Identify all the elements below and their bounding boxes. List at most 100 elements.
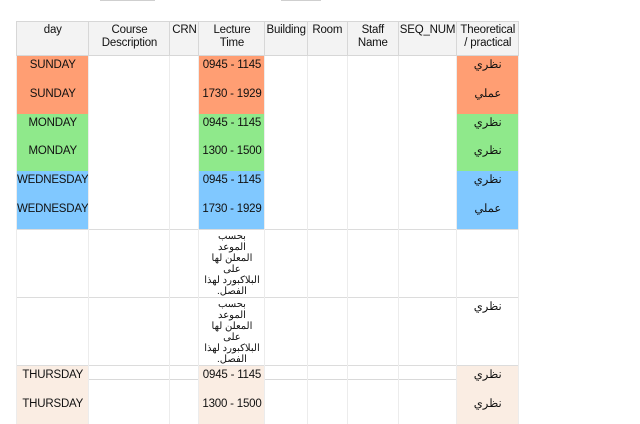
cell-course-description	[89, 171, 170, 200]
cell-day: WEDNESDAY	[17, 200, 89, 230]
cell-lecture-time: 0945 - 1145	[199, 366, 265, 396]
top-scroll-mark	[100, 0, 155, 1]
cell-seq-num	[398, 171, 456, 200]
cell-lecture-time: 1730 - 1929	[199, 200, 265, 230]
cell-course-description	[89, 200, 170, 230]
cell-staff-name	[347, 85, 398, 114]
cell-day: WEDNESDAY	[17, 171, 89, 200]
cell-type-text: نظري	[457, 298, 518, 314]
cell-building	[265, 298, 307, 366]
cell-day-text: SUNDAY	[17, 56, 88, 72]
header-room: Room	[307, 22, 347, 56]
cell-crn	[170, 114, 199, 142]
cell-day: MONDAY	[17, 114, 89, 142]
cell-staff-name-text	[348, 298, 398, 301]
cell-seq-num-text	[399, 171, 456, 174]
cell-staff-name-text	[348, 230, 398, 233]
cell-lecture-time-text: 0945 - 1145	[199, 56, 264, 72]
schedule-table: day Course Description CRN Lecture Time …	[16, 21, 519, 424]
cell-crn-text	[170, 200, 198, 203]
cell-building-text	[265, 142, 306, 145]
cell-seq-num	[398, 298, 456, 366]
cell-room-text	[308, 200, 347, 203]
cell-building	[265, 171, 307, 200]
cell-lecture-time: 1300 - 1500	[199, 142, 265, 171]
cell-building-text	[265, 366, 306, 369]
table-row: WEDNESDAY 1730 - 1929 عملي	[17, 200, 519, 230]
cell-building-text	[265, 85, 306, 88]
cell-course-description-text	[89, 114, 169, 117]
cell-seq-num	[398, 366, 456, 396]
cell-type: نظري	[457, 395, 519, 424]
cell-staff-name	[347, 114, 398, 142]
header-building: Building	[265, 22, 307, 56]
cell-room-text	[308, 230, 347, 233]
cell-room	[307, 85, 347, 114]
cell-course-description-text	[89, 230, 169, 233]
cell-type: نظري	[457, 171, 519, 200]
cell-lecture-time: 1730 - 1929	[199, 85, 265, 114]
cell-room	[307, 114, 347, 142]
cell-seq-num	[398, 200, 456, 230]
cell-type: عملي	[457, 200, 519, 230]
cell-staff-name-text	[348, 142, 398, 145]
cell-crn	[170, 298, 199, 366]
cell-staff-name	[347, 200, 398, 230]
cell-room-text	[308, 395, 347, 398]
cell-seq-num-text	[399, 56, 456, 59]
cell-day-text: MONDAY	[17, 142, 88, 158]
cell-day-text	[17, 230, 88, 233]
cell-building	[265, 142, 307, 171]
cell-staff-name-text	[348, 171, 398, 174]
cell-lecture-time-text: 0945 - 1145	[199, 366, 264, 382]
header-seq-num: SEQ_NUM	[398, 22, 456, 56]
header-lecture-time: Lecture Time	[199, 22, 265, 56]
cell-type-text: نظري	[457, 395, 518, 411]
cell-course-description	[89, 85, 170, 114]
cell-building	[265, 230, 307, 298]
cell-type: نظري	[457, 142, 519, 171]
cell-day: THURSDAY	[17, 366, 89, 396]
cell-seq-num-text	[399, 298, 456, 301]
cell-staff-name-text	[348, 114, 398, 117]
cell-lecture-time: 0945 - 1145	[199, 114, 265, 142]
cell-course-description	[89, 395, 170, 424]
table-body: SUNDAY 0945 - 1145 نظري SUNDAY 1730 - 1929 عم…	[17, 56, 519, 424]
cell-course-description	[89, 366, 170, 396]
cell-course-description-text	[89, 366, 169, 369]
cell-course-description-text	[89, 200, 169, 203]
cell-crn-text	[170, 395, 198, 398]
cell-type: نظري	[457, 114, 519, 142]
cell-seq-num-text	[399, 395, 456, 398]
cell-staff-name	[347, 298, 398, 366]
cell-crn	[170, 56, 199, 86]
cell-building	[265, 85, 307, 114]
cell-staff-name-text	[348, 366, 398, 369]
table-row: MONDAY 0945 - 1145 نظري	[17, 114, 519, 142]
cell-day	[17, 230, 89, 298]
cell-type: عملي	[457, 85, 519, 114]
header-course-description: Course Description	[89, 22, 170, 56]
cell-crn-text	[170, 366, 198, 369]
cell-day: THURSDAY	[17, 395, 89, 424]
cell-lecture-time: بحسب الموعد المعلن لها على البلاكبورد له…	[199, 230, 265, 298]
cell-crn	[170, 200, 199, 230]
cell-staff-name	[347, 142, 398, 171]
cell-staff-name-text	[348, 85, 398, 88]
cell-course-description	[89, 114, 170, 142]
cell-crn-text	[170, 114, 198, 117]
cell-type-text: نظري	[457, 142, 518, 158]
cell-day: SUNDAY	[17, 85, 89, 114]
cell-lecture-time-text: 1730 - 1929	[199, 85, 264, 101]
cell-type-text: نظري	[457, 56, 518, 72]
cell-building-text	[265, 298, 306, 301]
cell-building	[265, 200, 307, 230]
cell-day: SUNDAY	[17, 56, 89, 86]
header-crn: CRN	[170, 22, 199, 56]
cell-staff-name-text	[348, 395, 398, 398]
cell-room-text	[308, 171, 347, 174]
cell-course-description-text	[89, 395, 169, 398]
cell-seq-num-text	[399, 200, 456, 203]
cell-lecture-time-text: 0945 - 1145	[199, 171, 264, 187]
